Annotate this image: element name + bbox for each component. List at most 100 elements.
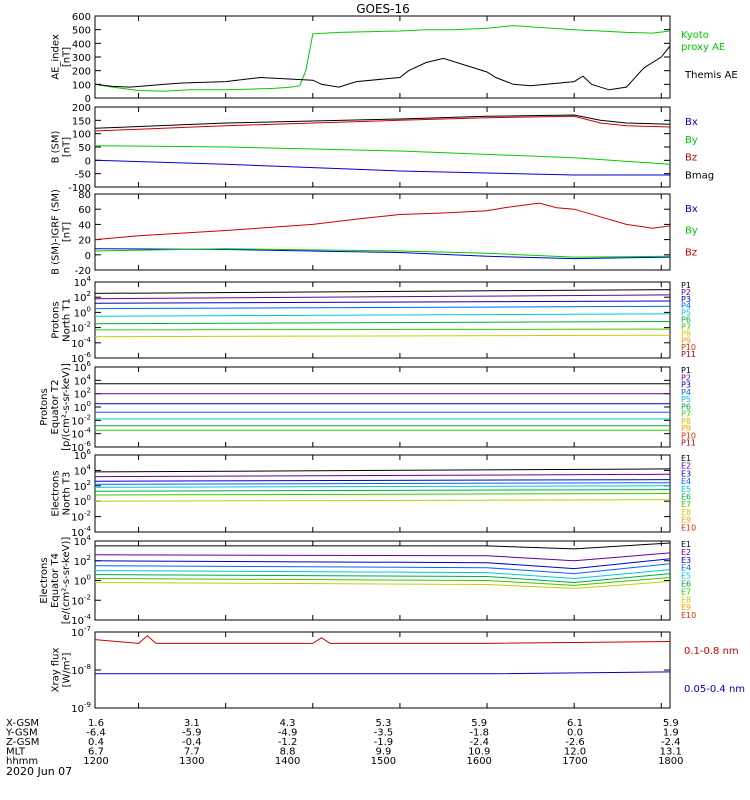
legend-item: E8 — [681, 595, 691, 604]
series-line-by — [94, 145, 671, 165]
legend-item: E4 — [681, 564, 691, 573]
legend-item: P11 — [681, 350, 696, 359]
series-line-p6 — [94, 321, 671, 325]
y-axis-label: Equator T2 — [50, 380, 61, 435]
y-tick-label: 100 — [72, 130, 91, 141]
legend-item: E10 — [681, 523, 696, 532]
series-group — [94, 542, 671, 589]
series-group — [94, 202, 671, 260]
ephemeris-value: 1300 — [179, 756, 204, 767]
y-tick-label: 10-6 — [71, 351, 91, 365]
series-line-e6 — [94, 489, 671, 492]
y-axis-label: B (SM)-IGRF (SM) — [51, 189, 62, 275]
y-tick-label: 200 — [72, 103, 91, 114]
ephemeris-value: 13.1 — [660, 747, 682, 758]
legend-item: P8 — [681, 329, 691, 338]
y-tick-label: -100 — [68, 183, 91, 194]
legend-item: 0.05-0.4 nm — [684, 684, 745, 695]
y-tick-label: 102 — [74, 387, 91, 401]
series-line-bx — [94, 159, 670, 176]
ephemeris-value: 1500 — [371, 756, 396, 767]
series-line-e2 — [94, 473, 671, 478]
y-tick-label: 0 — [85, 251, 91, 262]
y-axis-label: [e/(cm²-s-sr-keV)] — [61, 537, 72, 625]
ephemeris-value: 1.6 — [88, 718, 104, 729]
legend-item: Bx — [685, 117, 698, 128]
legend-item: P4 — [681, 302, 691, 311]
y-tick-label: 200 — [72, 67, 91, 78]
series-line-e7 — [94, 493, 671, 496]
panel-frame — [94, 366, 671, 448]
ephemeris-value: 9.9 — [375, 747, 391, 758]
ephemeris-row-label: hhmm — [6, 756, 38, 767]
y-axis-label: North T3 — [62, 472, 73, 516]
series-line-e1 — [94, 468, 671, 473]
legend-item: Bx — [685, 204, 698, 215]
panel-frame — [94, 193, 671, 271]
legend: Bx By Bz — [685, 204, 698, 258]
y-tick-label: 20 — [78, 236, 91, 247]
ephemeris-value: 0.0 — [567, 728, 583, 739]
legend-item: P7 — [681, 322, 691, 331]
ephemeris-value: 1700 — [562, 756, 587, 767]
y-tick-label: 100 — [74, 574, 91, 588]
ephemeris-row-label: X-GSM — [6, 718, 39, 729]
legend-item: P1 — [681, 281, 691, 290]
ephemeris-value: -3.5 — [374, 728, 394, 739]
ephemeris-value: 1400 — [275, 756, 300, 767]
ephemeris-value: 7.7 — [184, 747, 200, 758]
series-line-e5 — [94, 569, 671, 580]
y-tick-label: 10-6 — [71, 440, 91, 454]
y-tick-label: 104 — [74, 275, 92, 289]
ephemeris-value: 10.9 — [468, 747, 490, 758]
ephemeris-row-label: Y-GSM — [5, 728, 38, 739]
legend: 0.1-0.8 nm 0.05-0.4 nm — [684, 646, 745, 695]
y-tick-label: -20 — [75, 266, 91, 277]
y-tick-label: 80 — [78, 190, 91, 201]
series-line-themis-ae — [94, 45, 671, 91]
y-tick-label: 400 — [72, 39, 91, 50]
legend-item: P2 — [681, 288, 691, 297]
ephemeris-value: 1200 — [83, 756, 108, 767]
series-line-e4 — [94, 482, 671, 485]
series-line-0-1-0-8-nm — [94, 635, 671, 644]
series-group — [95, 383, 670, 431]
series-line-e7 — [94, 577, 671, 586]
ephemeris-value: -6.4 — [86, 728, 106, 739]
y-tick-label: 106 — [74, 448, 92, 462]
figure-title: GOES-16 — [356, 2, 410, 16]
y-tick-label: 100 — [72, 80, 91, 91]
y-axis-label: Xray flux — [51, 648, 62, 693]
series-line-0-05-0-4-nm — [95, 671, 671, 675]
series-line-by — [94, 248, 671, 258]
series-line-bz — [94, 115, 671, 132]
ephemeris-value: 6.7 — [88, 747, 104, 758]
series-line-p1 — [94, 289, 671, 294]
panel-frame — [94, 281, 671, 359]
ephemeris-value: -2.6 — [565, 737, 585, 748]
panel-frame — [94, 540, 671, 621]
legend-item: proxy AE — [681, 42, 725, 53]
y-tick-label: 500 — [72, 26, 91, 37]
y-axis-label: Electrons — [39, 557, 50, 603]
y-tick-label: 150 — [72, 116, 91, 127]
legend-item: E6 — [681, 580, 691, 589]
y-tick-label: 106 — [74, 360, 92, 374]
legend-item: E2 — [681, 548, 691, 557]
legend-item: E3 — [681, 469, 691, 478]
series-line-p7 — [94, 328, 671, 331]
ephemeris-value: 5.9 — [663, 718, 679, 729]
ephemeris-value: 4.3 — [280, 718, 296, 729]
legend-item: P3 — [681, 381, 691, 390]
legend-item: P10 — [681, 431, 696, 440]
y-axis-label: [nT] — [62, 222, 73, 242]
legend-item: E7 — [681, 587, 691, 596]
legend-item: P8 — [681, 417, 691, 426]
y-tick-label: 104 — [74, 373, 92, 387]
series-line-e4 — [94, 563, 671, 575]
ephemeris-value: -2.4 — [661, 737, 681, 748]
